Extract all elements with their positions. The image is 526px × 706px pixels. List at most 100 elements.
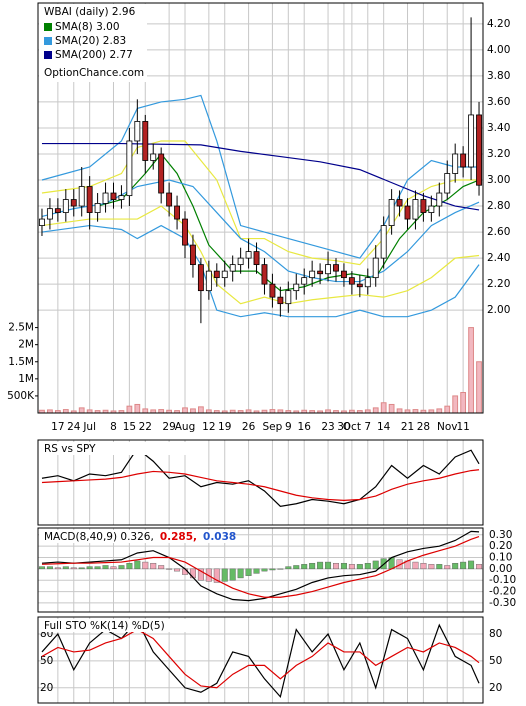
histogram-bar <box>468 560 475 570</box>
y-tick-label: 3.40 <box>487 122 510 134</box>
candle-body <box>110 192 117 200</box>
band-line <box>41 94 480 259</box>
chart-title: WBAI (daily) 2.96 <box>44 6 136 18</box>
y-tick-label: -0.30 <box>489 597 516 609</box>
panel-frame <box>37 527 484 613</box>
candle-body <box>253 251 260 266</box>
y-tick-label: 0.00 <box>489 563 512 575</box>
line <box>41 619 480 698</box>
volume-bar <box>158 409 165 414</box>
histogram-bar <box>340 562 347 570</box>
x-tick-label: Nov <box>437 421 458 433</box>
legend-box <box>39 619 189 632</box>
candle-body <box>54 208 61 213</box>
volume-bar <box>182 407 188 414</box>
histogram-bar <box>476 564 483 570</box>
candle-body <box>229 264 236 272</box>
volume-bar <box>372 407 379 414</box>
y-tick-label: 4.20 <box>487 18 510 30</box>
volume-bar <box>190 408 196 414</box>
candle-body <box>39 218 45 226</box>
candle-body <box>325 264 331 275</box>
y-tick-label: 2.40 <box>487 252 510 264</box>
candle-body <box>340 270 347 279</box>
panel-frame <box>37 439 484 526</box>
volume-bar <box>444 405 451 414</box>
candle-body <box>380 225 387 259</box>
y-tick-label: 0.10 <box>489 552 512 564</box>
legend-label: SMA(20) 2.83 <box>55 35 126 47</box>
histogram-bar <box>245 568 252 576</box>
candle-body <box>166 192 173 207</box>
candle-body <box>428 205 435 213</box>
x-tick-label: 24 <box>67 421 81 433</box>
volume-bar <box>388 403 395 414</box>
histogram-bar <box>78 567 85 570</box>
panel-title: MACD(8,40,9) 0.326, <box>44 531 154 543</box>
volume-tick-label: 2M <box>18 339 34 351</box>
candle-body <box>452 153 459 174</box>
x-tick-label: 9 <box>285 421 292 433</box>
candle-body <box>277 296 284 305</box>
histogram-bar <box>301 564 308 570</box>
legend-swatch <box>44 51 52 59</box>
candle-body <box>269 283 276 298</box>
volume-bar <box>380 402 387 414</box>
x-tick-label: 12 <box>202 421 215 433</box>
histogram-bar <box>229 568 236 581</box>
candle-body <box>46 208 53 220</box>
volume-bar <box>476 361 482 414</box>
histogram-bar <box>174 568 181 572</box>
x-tick-label: 14 <box>377 421 391 433</box>
histogram-bar <box>452 562 459 570</box>
histogram-bar <box>237 568 244 579</box>
y-tick-label: 80 <box>489 628 502 640</box>
x-tick-label: 30 <box>337 421 350 433</box>
candle-body <box>62 199 69 213</box>
histogram-bar <box>221 568 228 582</box>
candle-body <box>197 264 204 292</box>
histogram-bar <box>261 568 268 572</box>
histogram-bar <box>253 568 260 574</box>
histogram-bar <box>356 564 363 570</box>
legend-swatch <box>44 37 52 45</box>
histogram-bar <box>420 562 427 570</box>
candle-body <box>476 114 482 186</box>
candle-body <box>468 114 475 168</box>
line <box>41 530 480 602</box>
candle-body <box>126 140 133 197</box>
y-tick-label: 3.80 <box>487 70 510 82</box>
candle-body <box>94 203 101 213</box>
candle-body <box>174 205 181 220</box>
candle-body <box>436 192 443 207</box>
volume-bar <box>142 408 149 414</box>
volume-bar <box>62 409 69 414</box>
volume-tick-label: 1M <box>18 373 34 385</box>
candle-body <box>118 195 125 200</box>
y-tick-label: 50 <box>40 655 53 667</box>
histogram-bar <box>118 565 125 570</box>
volume-bar <box>198 406 204 414</box>
x-tick-label: Jul <box>82 421 96 433</box>
candle-body <box>317 270 324 275</box>
x-tick-label: 17 <box>51 421 64 433</box>
candle-body <box>221 270 228 279</box>
volume-bar <box>436 408 443 414</box>
candle-body <box>78 186 85 207</box>
x-tick-label: 11 <box>456 421 469 433</box>
y-tick-label: 3.60 <box>487 96 510 108</box>
candle-body <box>356 283 363 288</box>
histogram-bar <box>460 561 467 570</box>
candle-body <box>102 192 109 204</box>
histogram-bar <box>309 562 316 570</box>
x-tick-label: Oct <box>343 421 361 433</box>
candle-body <box>245 251 252 259</box>
x-tick-label: 22 <box>139 421 152 433</box>
histogram-bar <box>364 562 371 570</box>
band-line <box>41 205 480 305</box>
candle-body <box>86 186 93 213</box>
histogram-bar <box>277 568 284 570</box>
legend-box <box>39 442 189 455</box>
candle-body <box>388 199 395 226</box>
